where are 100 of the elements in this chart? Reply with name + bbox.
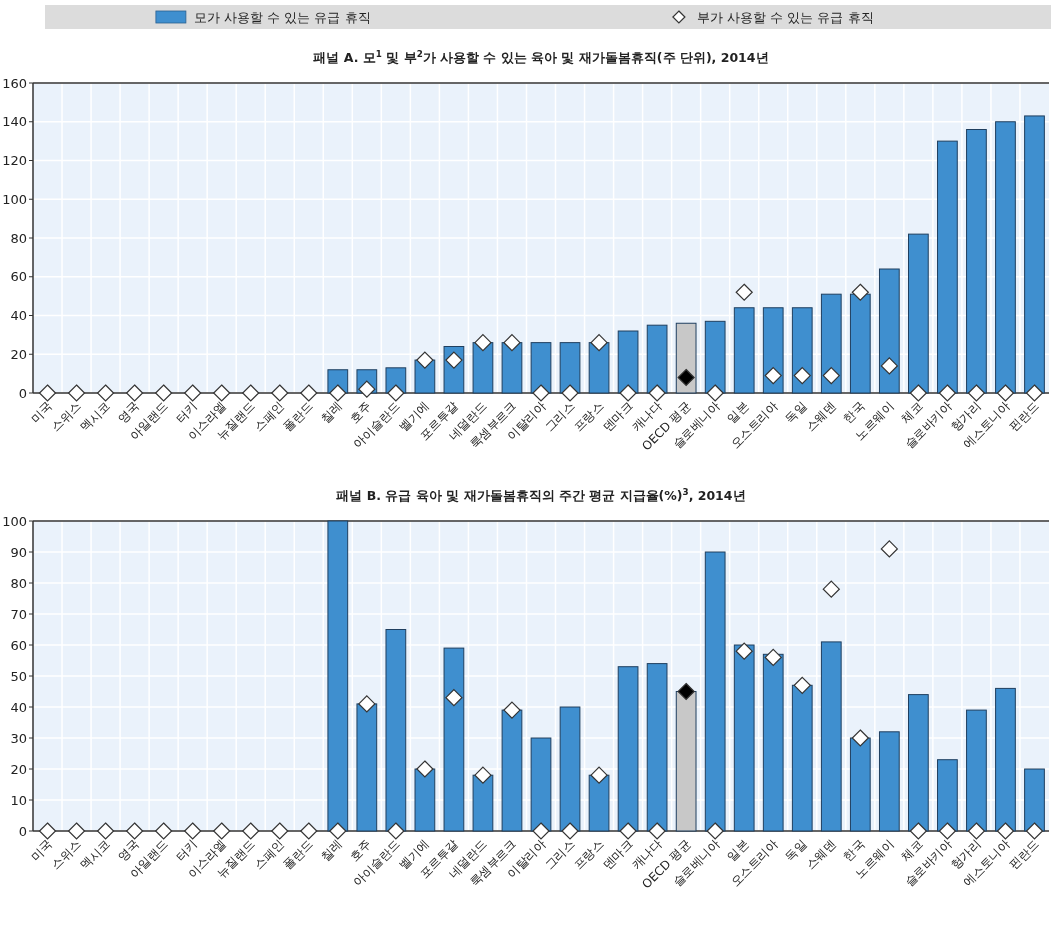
bar <box>414 768 436 832</box>
bar <box>617 330 639 394</box>
point <box>909 822 927 840</box>
point <box>300 822 318 840</box>
point <box>1025 822 1044 840</box>
bar <box>966 129 987 394</box>
legend-label: 부가 사용할 수 있는 유급 휴직 <box>696 10 874 25</box>
bar <box>937 140 958 394</box>
point <box>38 822 57 840</box>
bar <box>878 731 900 832</box>
x-tick-label: 미국 <box>27 837 55 865</box>
bar <box>762 653 784 832</box>
bar <box>849 737 871 832</box>
point <box>242 822 260 840</box>
bar <box>1024 768 1045 832</box>
bar <box>588 342 610 394</box>
point <box>329 822 347 840</box>
point <box>967 384 986 402</box>
point <box>822 366 840 385</box>
y-tick-label: 160 <box>2 75 27 91</box>
y-tick-label: 80 <box>10 575 27 591</box>
y-tick-label: 50 <box>10 668 27 684</box>
y-tick-label: 70 <box>10 606 27 622</box>
bar <box>762 307 784 394</box>
point <box>242 384 260 402</box>
point <box>213 822 231 840</box>
y-tick-label: 0 <box>18 823 27 839</box>
bar <box>617 666 639 832</box>
bar <box>908 694 929 832</box>
point <box>329 384 347 402</box>
bar <box>443 647 465 832</box>
x-tick-label: 독일 <box>782 837 810 865</box>
bar <box>995 687 1016 832</box>
bar <box>675 691 697 832</box>
point <box>155 822 173 840</box>
point <box>561 822 579 840</box>
point <box>416 351 434 369</box>
x-tick-label: 칠레 <box>318 837 345 865</box>
point <box>387 384 405 402</box>
point <box>764 648 782 666</box>
point <box>590 766 608 784</box>
point <box>938 822 956 840</box>
point <box>677 368 695 387</box>
point <box>619 384 637 402</box>
bar <box>559 342 581 394</box>
point <box>271 822 289 840</box>
y-tick-label: 120 <box>2 153 27 168</box>
point <box>416 760 434 778</box>
y-tick-label: 140 <box>2 114 27 130</box>
y-tick-label: 40 <box>10 308 27 323</box>
chart-title: 패널 B. 유급 육아 및 재가돌봄휴직의 주간 평균 지급율(%)$^{3}$, 2014년 <box>336 487 746 503</box>
point <box>822 580 840 598</box>
point <box>503 701 521 719</box>
y-tick-label: 0 <box>18 385 27 401</box>
bar <box>849 293 871 394</box>
bar <box>791 684 813 832</box>
y-tick-label: 60 <box>10 637 27 653</box>
y-tick-label: 100 <box>2 191 27 207</box>
y-tick-label: 20 <box>10 761 27 777</box>
bar <box>995 121 1016 394</box>
point <box>445 689 463 707</box>
point <box>532 384 550 402</box>
bar <box>733 307 755 394</box>
point <box>38 384 57 402</box>
y-tick-label: 20 <box>10 346 27 362</box>
x-tick-label: 독일 <box>782 399 810 427</box>
point <box>445 351 463 369</box>
point <box>96 384 115 402</box>
point <box>793 676 811 694</box>
y-tick-label: 100 <box>2 513 27 529</box>
point <box>184 822 202 840</box>
bar <box>472 774 494 832</box>
bar <box>501 342 523 394</box>
bar <box>704 320 726 394</box>
point <box>358 695 376 713</box>
bar <box>908 233 929 394</box>
point <box>851 283 869 301</box>
point <box>1025 384 1044 402</box>
point <box>474 334 492 352</box>
bar <box>733 644 755 832</box>
bar <box>820 293 842 394</box>
point <box>67 822 86 840</box>
point <box>184 384 202 402</box>
bar <box>704 551 726 832</box>
bar <box>791 307 813 394</box>
point <box>96 822 115 840</box>
point <box>938 384 956 402</box>
x-tick-label: 칠레 <box>318 399 345 427</box>
point <box>67 384 86 402</box>
point <box>300 384 318 402</box>
y-tick-label: 40 <box>10 699 27 715</box>
point <box>619 822 637 840</box>
bar <box>530 342 552 394</box>
y-tick-label: 80 <box>10 230 27 246</box>
point <box>793 366 811 385</box>
bar <box>327 520 349 832</box>
point <box>155 384 173 402</box>
point <box>271 384 289 402</box>
bar <box>356 703 378 832</box>
chart-title: 패널 A. 모$^{1}$ 및 부$^{2}$가 사용할 수 있는 육아 및 재가돌봄휴직(주 단위), 2014년 <box>313 49 769 65</box>
